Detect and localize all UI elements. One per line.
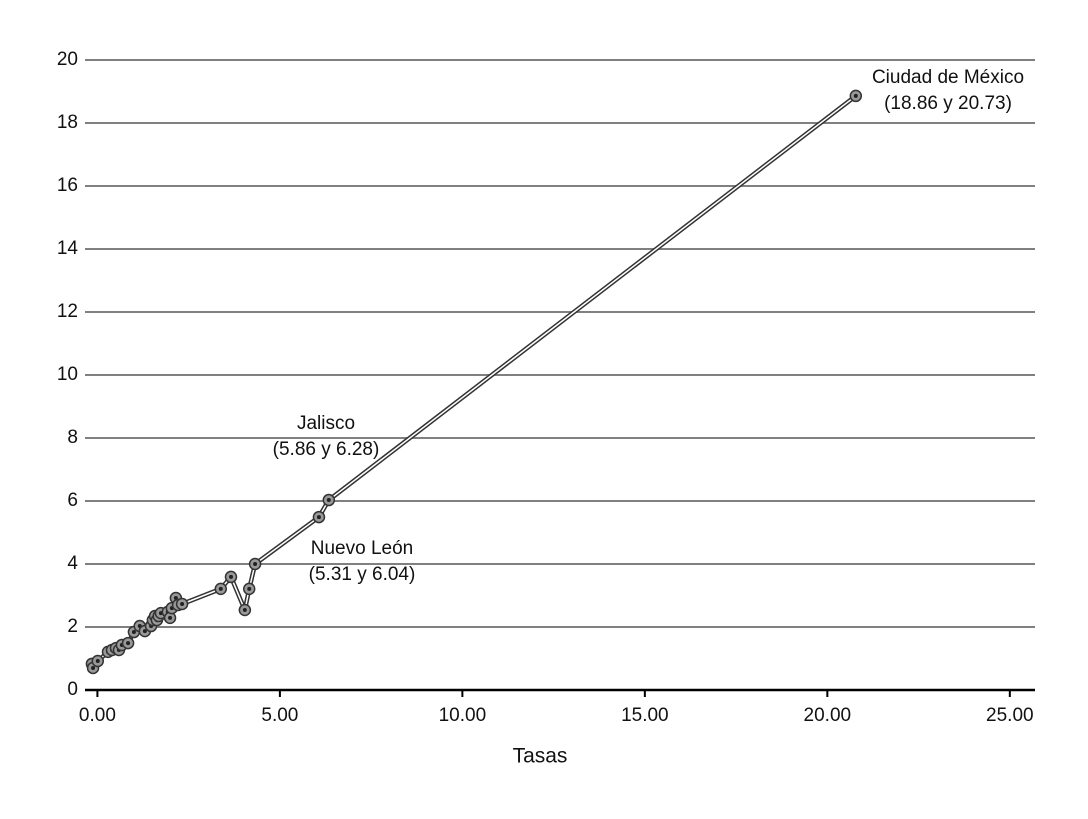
marker-dot <box>253 562 258 566</box>
y-tick-label: 18 <box>57 112 78 133</box>
x-tick-label: 25.00 <box>986 705 1034 726</box>
marker-dot <box>228 574 233 579</box>
y-tick-label: 8 <box>67 427 78 448</box>
marker-dot <box>326 498 331 503</box>
y-tick-label: 16 <box>57 175 78 196</box>
marker-dot <box>242 607 247 612</box>
marker-dot <box>126 641 131 646</box>
marker-dot <box>180 602 185 607</box>
marker-dot <box>247 586 252 591</box>
y-tick-label: 14 <box>57 238 79 259</box>
x-tick-label: 5.00 <box>261 705 298 726</box>
y-tick-label: 6 <box>67 490 78 511</box>
x-tick-label: 20.00 <box>804 705 852 726</box>
y-tick-label: 2 <box>67 616 78 637</box>
annotation: (18.86 y 20.73) <box>884 93 1012 114</box>
y-tick-label: 20 <box>57 49 78 70</box>
x-tick-label: 0.00 <box>79 705 116 726</box>
annotation: (5.86 y 6.28) <box>273 439 380 460</box>
x-axis-label: Tasas <box>513 745 568 768</box>
marker-dot <box>218 586 223 591</box>
marker-dot <box>168 615 173 620</box>
marker-dot <box>316 515 321 520</box>
y-tick-label: 0 <box>67 679 78 700</box>
y-tick-label: 10 <box>57 364 78 385</box>
x-tick-label: 15.00 <box>621 705 669 726</box>
marker-dot <box>142 629 147 634</box>
series-line-outer <box>89 94 858 671</box>
x-tick-label: 10.00 <box>439 705 487 726</box>
annotation: Jalisco <box>297 413 355 434</box>
annotation: Ciudad de México <box>872 67 1024 88</box>
marker-dot <box>95 659 100 664</box>
marker-dot <box>853 93 858 98</box>
y-tick-label: 4 <box>67 553 78 574</box>
annotation: Nuevo León <box>311 538 413 559</box>
marker-dot <box>131 630 136 635</box>
annotation: (5.31 y 6.04) <box>309 564 416 585</box>
y-tick-label: 12 <box>57 301 78 322</box>
marker-dot <box>91 665 96 670</box>
